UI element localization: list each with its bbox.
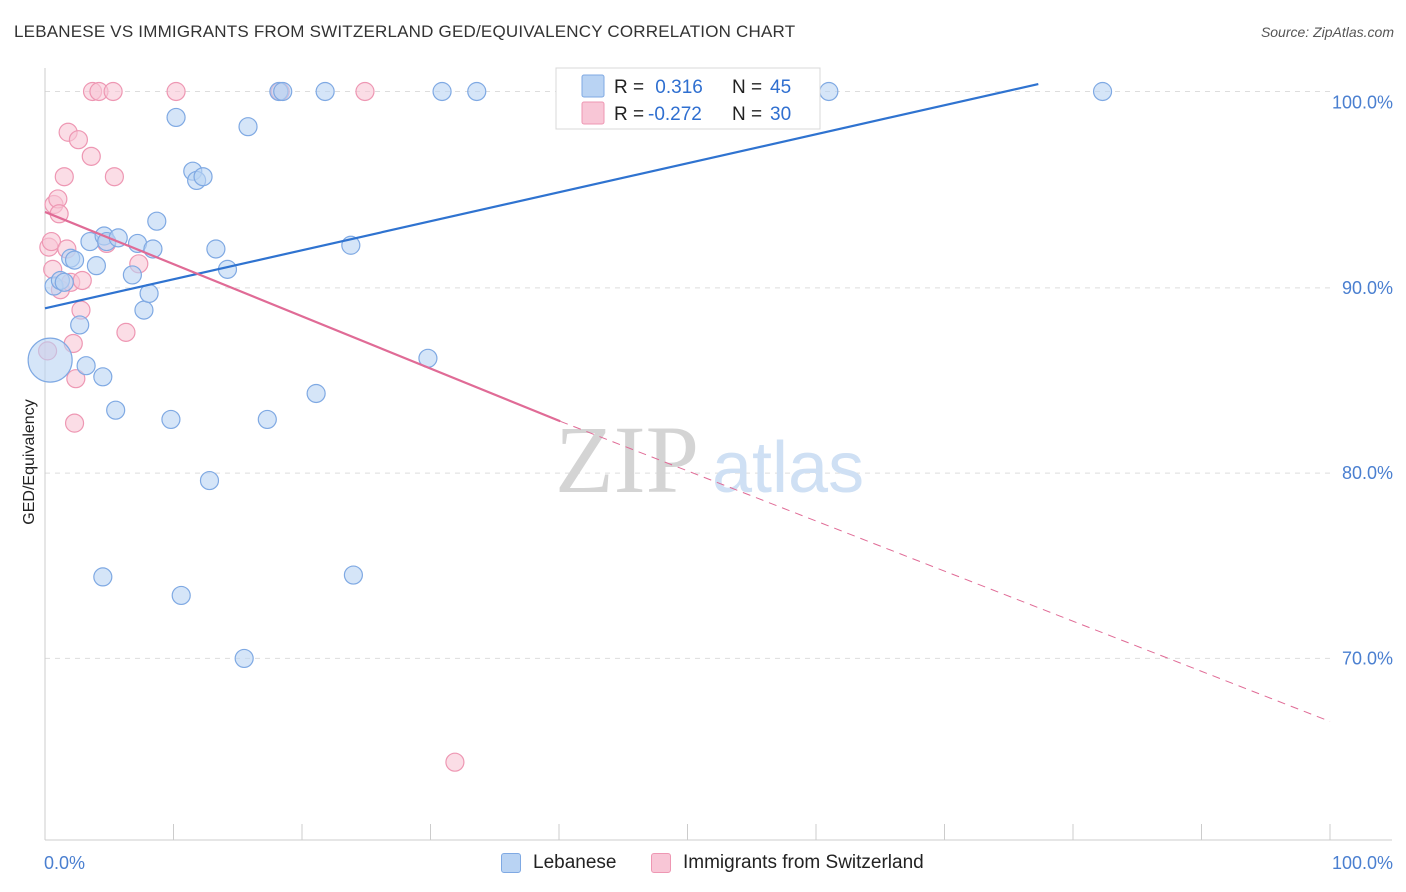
point-switzerland bbox=[104, 167, 124, 187]
point-lebanese bbox=[273, 81, 293, 102]
point-switzerland bbox=[355, 81, 375, 102]
point-lebanese bbox=[70, 315, 90, 335]
point-lebanese bbox=[238, 117, 258, 137]
legend-item-lebanese[interactable]: Lebanese bbox=[501, 852, 616, 874]
legend-n-label-switzerland: N = bbox=[732, 104, 762, 125]
point-lebanese bbox=[171, 585, 191, 606]
legend-label-lebanese: Lebanese bbox=[533, 852, 617, 873]
point-switzerland bbox=[66, 369, 86, 389]
y-tick-label: 90.0% bbox=[1342, 278, 1393, 298]
point-switzerland bbox=[81, 146, 101, 166]
point-switzerland bbox=[166, 81, 186, 102]
stats-legend: R = 0.316 N = 45 R = -0.272 N = 30 bbox=[555, 67, 821, 130]
point-lebanese bbox=[234, 648, 254, 669]
legend-swatch-lebanese bbox=[581, 74, 605, 98]
point-lebanese bbox=[343, 565, 363, 585]
point-switzerland bbox=[64, 413, 85, 433]
point-lebanese bbox=[193, 167, 213, 187]
point-lebanese bbox=[432, 81, 452, 102]
point-switzerland bbox=[103, 81, 123, 102]
legend-marker-switzerland bbox=[651, 853, 671, 873]
legend-label-switzerland: Immigrants from Switzerland bbox=[683, 852, 924, 873]
point-switzerland bbox=[41, 231, 62, 252]
data-points bbox=[27, 81, 1113, 772]
point-lebanese bbox=[54, 272, 74, 292]
point-lebanese bbox=[106, 400, 126, 420]
point-lebanese bbox=[257, 409, 277, 430]
trend-line-switzerland-extrapolated bbox=[560, 420, 1331, 722]
trend-line-switzerland bbox=[44, 210, 561, 423]
legend-n-value-switzerland: 30 bbox=[770, 104, 791, 125]
point-lebanese bbox=[93, 367, 113, 387]
point-switzerland bbox=[54, 167, 74, 187]
chart-title: LEBANESE VS IMMIGRANTS FROM SWITZERLAND … bbox=[14, 22, 796, 41]
point-lebanese bbox=[134, 300, 154, 320]
watermark-zip: ZIP bbox=[555, 406, 699, 513]
legend-r-value-lebanese: 0.316 bbox=[650, 77, 703, 98]
legend-item-switzerland[interactable]: Immigrants from Switzerland bbox=[651, 852, 924, 874]
point-lebanese bbox=[306, 383, 326, 404]
x-tick-labels: 0.0% 100.0% bbox=[44, 853, 1393, 873]
point-switzerland bbox=[72, 270, 92, 291]
y-tick-label: 70.0% bbox=[1342, 648, 1393, 668]
point-lebanese bbox=[206, 239, 226, 259]
point-lebanese bbox=[76, 356, 96, 376]
x-tick-label: 100.0% bbox=[1332, 853, 1393, 873]
axes bbox=[44, 68, 1392, 841]
point-lebanese bbox=[1092, 81, 1113, 102]
point-switzerland bbox=[116, 322, 136, 342]
point-lebanese bbox=[819, 81, 839, 102]
point-switzerland bbox=[445, 752, 465, 772]
point-lebanese bbox=[86, 256, 107, 276]
legend-swatch-switzerland bbox=[581, 101, 605, 125]
point-lebanese bbox=[166, 107, 186, 128]
point-switzerland bbox=[68, 130, 89, 150]
y-axis-label: GED/Equivalency bbox=[21, 399, 38, 524]
legend-r-label-switzerland: R = bbox=[614, 104, 644, 125]
point-lebanese bbox=[27, 337, 73, 383]
y-tick-label: 100.0% bbox=[1332, 93, 1393, 113]
legend-r-label-lebanese: R = bbox=[614, 77, 644, 98]
point-lebanese bbox=[199, 470, 220, 491]
point-lebanese bbox=[93, 567, 113, 587]
watermark-atlas: atlas bbox=[712, 428, 864, 508]
point-lebanese bbox=[315, 81, 335, 102]
y-tick-label: 80.0% bbox=[1342, 463, 1393, 483]
legend-r-value-switzerland: -0.272 bbox=[648, 104, 702, 125]
source-label: Source: ZipAtlas.com bbox=[1260, 24, 1394, 40]
bottom-legend: Lebanese Immigrants from Switzerland bbox=[0, 852, 1406, 878]
x-tick-label: 0.0% bbox=[44, 853, 85, 873]
y-tick-labels: 100.0% 90.0% 80.0% 70.0% bbox=[1332, 93, 1393, 669]
trend-line-lebanese bbox=[44, 83, 1039, 310]
legend-marker-lebanese bbox=[501, 853, 521, 873]
point-lebanese bbox=[467, 81, 487, 102]
legend-n-label-lebanese: N = bbox=[732, 77, 762, 98]
legend-n-value-lebanese: 45 bbox=[770, 77, 791, 98]
trend-lines bbox=[44, 83, 1331, 722]
grid-lines bbox=[45, 90, 1330, 659]
point-lebanese bbox=[147, 211, 167, 231]
point-lebanese bbox=[64, 250, 85, 270]
point-lebanese bbox=[122, 265, 142, 285]
point-lebanese bbox=[161, 409, 181, 430]
